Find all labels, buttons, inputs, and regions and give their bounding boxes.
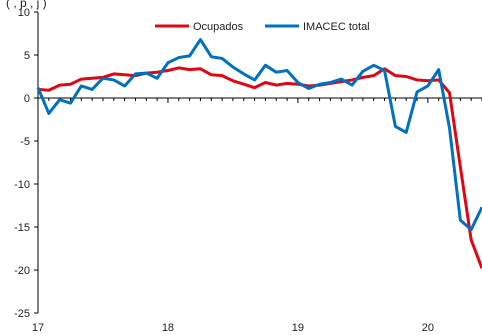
legend-label: IMACEC total [303,21,370,33]
y-tick-label: -15 [14,222,30,234]
x-tick-label: 18 [162,322,174,334]
y-tick-label: 10 [18,7,30,19]
x-tick-label: 17 [32,322,44,334]
x-tick-label: 20 [422,322,434,334]
legend-item-ocupados: Ocupados [155,21,244,33]
legend: Ocupados IMACEC total [155,21,370,33]
chart-title-fragment: ( , p , j ) [6,0,47,10]
series-line-imacec-total [36,38,482,232]
series-line-ocupados [37,66,482,269]
y-tick-label: -5 [20,136,30,148]
y-tick-label: -10 [14,179,30,191]
series-lines [36,38,482,269]
x-axis: 17 18 19 20 [32,97,482,334]
legend-label: Ocupados [193,21,244,33]
y-axis: 10 5 0 -5 -10 -15 -20 -25 [14,7,39,320]
legend-item-imacec-total: IMACEC total [265,21,370,33]
x-tick-label: 19 [292,322,304,334]
y-tick-label: 5 [24,50,30,62]
y-tick-label: -20 [14,265,30,277]
y-tick-label: -25 [14,308,30,320]
y-tick-label: 0 [24,93,30,105]
